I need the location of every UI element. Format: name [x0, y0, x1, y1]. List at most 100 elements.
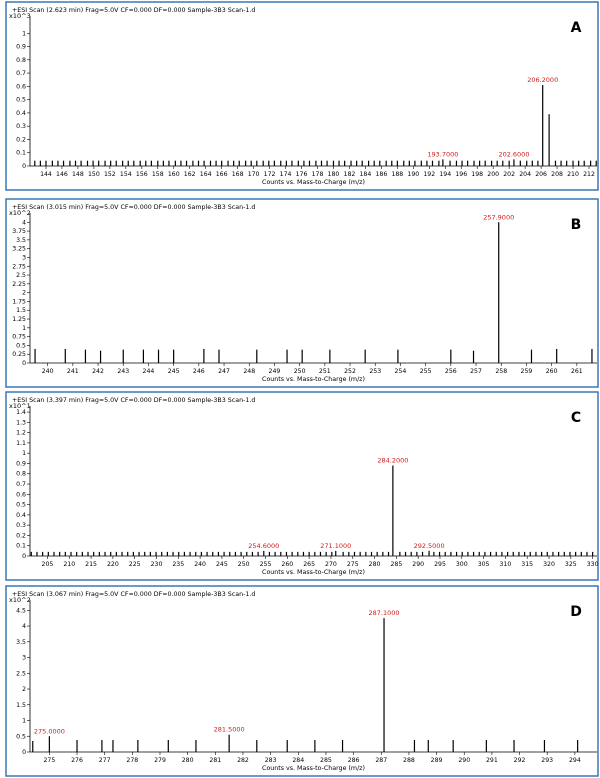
panel-frame [5, 585, 599, 777]
y-tick-label: 0.4 [16, 110, 26, 117]
x-tick-label: 292 [514, 757, 526, 764]
x-tick-label: 282 [237, 757, 249, 764]
x-tick-label: 300 [456, 561, 468, 568]
x-tick-label: 246 [193, 368, 205, 375]
x-tick-label: 230 [151, 561, 163, 568]
y-tick-label: 0.75 [12, 334, 26, 341]
x-tick-label: 178 [312, 171, 324, 178]
x-tick-label: 215 [85, 561, 97, 568]
x-tick-label: 245 [168, 368, 180, 375]
x-tick-label: 250 [238, 561, 250, 568]
y-tick-label: 0.1 [16, 150, 26, 157]
y-tick-label: 2.5 [16, 272, 26, 279]
y-tick-label: 0.5 [16, 502, 26, 509]
x-tick-label: 180 [328, 171, 340, 178]
peak-label: 202.6000 [498, 150, 529, 158]
x-tick-label: 202 [503, 171, 515, 178]
x-tick-label: 210 [567, 171, 579, 178]
y-tick-label: 3 [22, 254, 26, 261]
x-tick-label: 188 [391, 171, 403, 178]
x-tick-label: 196 [455, 171, 467, 178]
y-tick-label: 0.25 [12, 351, 26, 358]
x-tick-label: 148 [72, 171, 84, 178]
y-tick-label: 1 [22, 450, 26, 457]
x-tick-label: 249 [269, 368, 281, 375]
y-tick-label: 1.75 [12, 298, 26, 305]
x-tick-label: 190 [407, 171, 419, 178]
x-tick-label: 174 [280, 171, 292, 178]
y-tick-label: 0.5 [16, 342, 26, 349]
x-tick-label: 270 [325, 561, 337, 568]
x-tick-label: 279 [154, 757, 166, 764]
x-tick-label: 260 [281, 561, 293, 568]
y-tick-label: 0.7 [16, 70, 26, 77]
x-tick-label: 248 [243, 368, 255, 375]
x-tick-label: 293 [541, 757, 553, 764]
y-tick-label: 1.3 [16, 419, 26, 426]
x-tick-label: 290 [412, 561, 424, 568]
panel-letter: D [570, 604, 582, 620]
x-tick-label: 305 [478, 561, 490, 568]
y-tick-label: 1.5 [16, 702, 26, 709]
y-tick-label: 0.8 [16, 471, 26, 478]
x-tick-label: 255 [420, 368, 432, 375]
y-tick-label: 3.25 [12, 246, 26, 253]
x-tick-label: 244 [143, 368, 155, 375]
x-tick-label: 260 [546, 368, 558, 375]
x-tick-label: 225 [129, 561, 141, 568]
y-tick-label: 3.75 [12, 228, 26, 235]
x-tick-label: 242 [92, 368, 104, 375]
peak-label: 287.1000 [369, 609, 400, 617]
y-tick-label: 0.9 [16, 44, 26, 51]
y-tick-label: 1.2 [16, 430, 26, 437]
x-tick-label: 261 [571, 368, 583, 375]
x-tick-label: 251 [319, 368, 331, 375]
x-tick-label: 276 [71, 757, 83, 764]
x-tick-label: 280 [369, 561, 381, 568]
x-tick-label: 254 [395, 368, 407, 375]
x-tick-label: 200 [487, 171, 499, 178]
x-tick-label: 182 [344, 171, 356, 178]
y-tick-label: 0.2 [16, 136, 26, 143]
x-tick-label: 280 [182, 757, 194, 764]
y-tick-label: 2 [22, 686, 26, 693]
x-tick-label: 255 [260, 561, 272, 568]
peak-label: 206.2000 [527, 76, 558, 84]
x-tick-label: 154 [120, 171, 132, 178]
panel-letter: C [571, 410, 581, 426]
x-tick-label: 204 [519, 171, 531, 178]
peak-label: 257.9000 [483, 213, 514, 221]
spectrum-panel-b: +ESI Scan (3.015 min) Frag=5.0V CF=0.000… [5, 198, 599, 388]
y-tick-label: 0.7 [16, 481, 26, 488]
y-tick-label: 0 [22, 360, 26, 367]
y-tick-label: 3 [22, 655, 26, 662]
y-tick-label: 0.6 [16, 83, 26, 90]
y-tick-label: 0.3 [16, 522, 26, 529]
y-tick-label: 3.5 [16, 639, 26, 646]
x-tick-label: 146 [56, 171, 68, 178]
peak-label: 284.2000 [377, 457, 408, 465]
y-axis-multiplier: x10^2 [9, 209, 31, 217]
x-tick-label: 210 [63, 561, 75, 568]
x-tick-label: 283 [265, 757, 277, 764]
spectrum-panel-a: +ESI Scan (2.623 min) Frag=5.0V CF=0.000… [5, 1, 599, 191]
x-tick-label: 252 [344, 368, 356, 375]
x-tick-label: 265 [303, 561, 315, 568]
x-tick-label: 206 [535, 171, 547, 178]
x-tick-label: 240 [42, 368, 54, 375]
x-tick-label: 192 [423, 171, 435, 178]
x-tick-label: 172 [264, 171, 276, 178]
x-tick-label: 240 [194, 561, 206, 568]
x-tick-label: 166 [216, 171, 228, 178]
x-tick-label: 295 [434, 561, 446, 568]
x-tick-label: 156 [136, 171, 148, 178]
x-tick-label: 245 [216, 561, 228, 568]
x-tick-label: 235 [172, 561, 184, 568]
x-tick-label: 220 [107, 561, 119, 568]
x-tick-label: 150 [88, 171, 100, 178]
y-tick-label: 4.5 [16, 607, 26, 614]
x-tick-label: 330 [587, 561, 599, 568]
x-tick-label: 275 [347, 561, 359, 568]
x-tick-label: 241 [67, 368, 79, 375]
peak-label: 271.1000 [320, 542, 351, 550]
